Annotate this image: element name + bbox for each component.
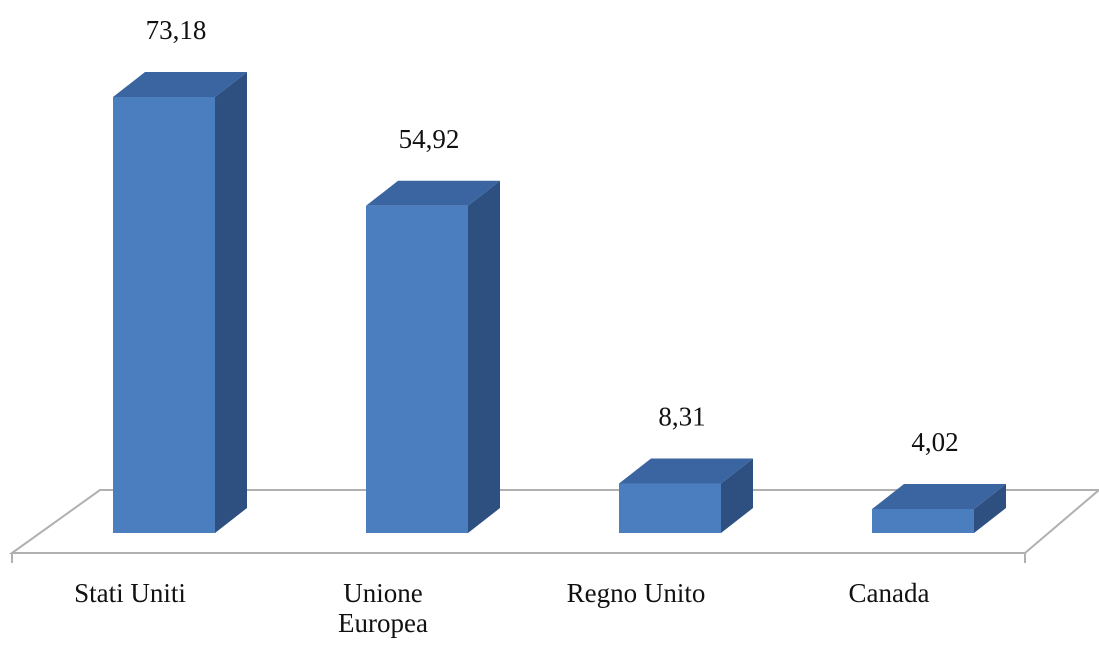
bar-top bbox=[619, 458, 753, 484]
bar bbox=[113, 72, 247, 533]
bar-top bbox=[366, 180, 500, 206]
bar-side bbox=[974, 484, 1006, 533]
x-tick-label: Stati Uniti bbox=[74, 578, 186, 608]
bar bbox=[872, 484, 1006, 533]
x-tick-label: Canada bbox=[848, 578, 930, 608]
bar-side bbox=[721, 458, 753, 533]
x-tick-label: Regno Unito bbox=[566, 578, 706, 608]
bar-front bbox=[366, 205, 468, 533]
value-label: 73,18 bbox=[146, 15, 207, 45]
bar-side bbox=[215, 72, 247, 533]
bar-top bbox=[872, 484, 1006, 510]
bar-front bbox=[113, 97, 215, 533]
bar-front bbox=[619, 483, 721, 533]
value-label: 8,31 bbox=[658, 401, 705, 431]
value-label: 4,02 bbox=[911, 427, 958, 457]
x-tick-label: Unione Europea bbox=[338, 578, 428, 638]
bar bbox=[619, 458, 753, 533]
bar-front bbox=[872, 509, 974, 533]
bar-side bbox=[468, 180, 500, 533]
value-label: 54,92 bbox=[399, 124, 460, 154]
floor bbox=[8, 489, 1099, 554]
bar bbox=[366, 180, 500, 533]
bar-top bbox=[113, 72, 247, 97]
